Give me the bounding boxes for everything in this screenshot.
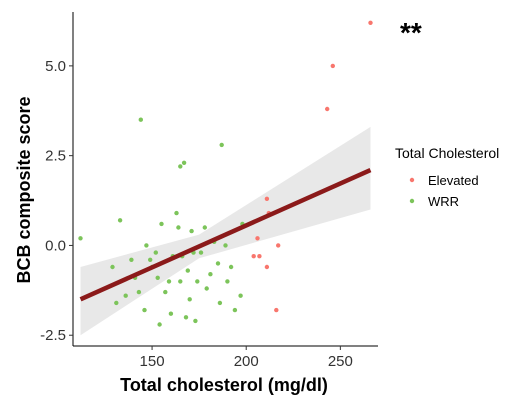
data-point-wrr <box>114 300 119 306</box>
data-point-wrr <box>232 307 238 313</box>
data-point-wrr <box>148 257 153 262</box>
data-point-wrr <box>223 243 228 248</box>
data-point-wrr <box>176 225 181 230</box>
data-point-elevated <box>276 243 281 248</box>
data-point-wrr <box>225 279 230 284</box>
x-axis-title: Total cholesterol (mg/dl) <box>120 375 328 395</box>
data-point-wrr <box>153 250 158 255</box>
data-point-wrr <box>183 315 189 320</box>
data-point-wrr <box>166 279 172 284</box>
data-point-wrr <box>198 250 204 255</box>
legend-label-wrr: WRR <box>428 194 459 209</box>
legend: Total Cholesterol Elevated WRR <box>395 145 499 209</box>
data-point-wrr <box>181 160 187 165</box>
data-point-wrr <box>178 279 183 284</box>
regression-line-layer <box>79 167 372 302</box>
axes-layer: -2.5 0.0 2.5 5.0 150 200 250 <box>40 12 378 370</box>
data-point-wrr <box>215 261 221 266</box>
data-point-wrr <box>189 228 194 234</box>
data-point-wrr <box>208 272 213 277</box>
significance-annotation: ** <box>400 17 422 48</box>
x-tick-label: 200 <box>234 353 259 370</box>
data-point-wrr <box>157 322 162 327</box>
y-tick-label: 0.0 <box>45 237 66 254</box>
y-tick-label: 5.0 <box>45 58 66 75</box>
legend-swatch-elevated <box>409 177 415 183</box>
data-point-wrr <box>136 289 142 295</box>
data-point-elevated <box>264 264 270 270</box>
data-point-wrr <box>238 293 243 298</box>
x-tick-label: 250 <box>328 353 353 370</box>
regression-line <box>79 167 372 302</box>
legend-swatch-wrr <box>409 198 415 204</box>
data-point-wrr <box>142 307 147 313</box>
data-point-elevated <box>274 307 279 313</box>
data-point-elevated <box>368 20 373 25</box>
confidence-band <box>80 126 371 336</box>
legend-label-elevated: Elevated <box>428 173 479 188</box>
data-point-wrr <box>204 286 209 291</box>
data-point-wrr <box>228 264 234 270</box>
y-axis-title: BCB composite score <box>14 96 34 283</box>
data-point-wrr <box>78 236 83 241</box>
data-point-wrr <box>174 210 179 216</box>
data-point-elevated <box>330 63 335 69</box>
data-point-wrr <box>129 257 134 262</box>
data-point-wrr <box>202 225 207 230</box>
data-point-wrr <box>217 300 223 306</box>
data-point-elevated <box>251 254 256 259</box>
data-point-wrr <box>178 164 183 169</box>
data-point-wrr <box>219 142 224 148</box>
data-point-wrr <box>159 221 164 227</box>
y-tick-label: 2.5 <box>45 148 66 165</box>
data-point-wrr <box>187 297 192 302</box>
data-point-wrr <box>195 279 200 284</box>
data-point-wrr <box>123 293 128 298</box>
y-tick-label: -2.5 <box>40 327 66 344</box>
data-point-wrr <box>117 218 123 223</box>
data-point-elevated <box>255 236 260 241</box>
data-point-wrr <box>185 268 190 273</box>
confidence-band-layer <box>80 126 371 336</box>
data-point-wrr <box>163 289 168 295</box>
data-point-wrr <box>155 275 160 280</box>
data-point-elevated <box>264 196 270 201</box>
data-point-wrr <box>110 264 115 270</box>
legend-title: Total Cholesterol <box>395 145 499 161</box>
data-point-wrr <box>144 243 149 248</box>
data-point-elevated <box>257 254 262 259</box>
data-point-wrr <box>138 117 143 122</box>
data-point-elevated <box>325 106 330 112</box>
data-point-wrr <box>168 311 174 316</box>
x-tick-label: 150 <box>140 353 165 370</box>
data-point-wrr <box>193 318 198 324</box>
